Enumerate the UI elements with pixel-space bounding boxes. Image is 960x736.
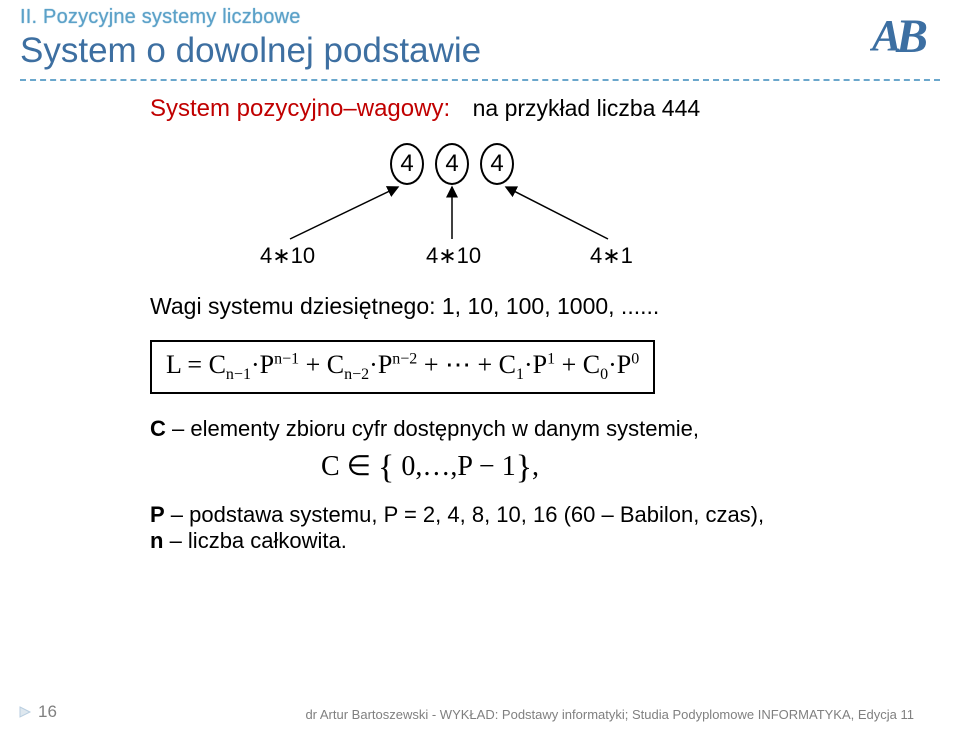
footer: 16 dr Artur Bartoszewski - WYKŁAD: Podst… [0,700,960,722]
term: 4∗10 [260,243,315,269]
section-label: II. Pozycyjne systemy liczbowe [20,6,940,29]
term: 4∗10 [426,243,481,269]
n-text: – liczba całkowita. [163,528,346,553]
logo: A B [870,6,936,67]
n-definition: n – liczba całkowita. [150,528,940,554]
slide: A B II. Pozycyjne systemy liczbowe Syste… [0,0,960,736]
c-symbol: C [150,416,166,441]
page-marker: 16 [18,702,57,722]
svg-text:B: B [895,10,928,62]
term: 4∗1 [590,243,633,269]
p-text: – podstawa systemu, P = 2, 4, 8, 10, 16 … [165,502,764,527]
footer-text: dr Artur Bartoszewski - WYKŁAD: Podstawy… [305,707,914,722]
heading-line: System pozycyjno–wagowy: na przykład lic… [150,95,940,123]
formula: L = Cn−1·Pn−1 + Cn−2·Pn−2 + ⋯ + C1·P1 + … [166,350,639,379]
divider [20,79,940,81]
set-membership: C ∈ { 0,…,P − 1}, [190,446,670,484]
formula-box: L = Cn−1·Pn−1 + Cn−2·Pn−2 + ⋯ + C1·P1 + … [150,340,655,394]
content-area: System pozycyjno–wagowy: na przykład lic… [150,95,940,554]
heading-example: na przykład liczba 444 [473,95,701,121]
c-text: – elementy zbioru cyfr dostępnych w dany… [166,416,699,441]
page-title: System o dowolnej podstawie [20,31,940,71]
p-symbol: P [150,502,165,527]
c-definition: C – elementy zbioru cyfr dostępnych w da… [150,416,940,442]
weights-text: Wagi systemu dziesiętnego: 1, 10, 100, 1… [150,293,940,320]
heading-red: System pozycyjno–wagowy: [150,95,450,122]
n-symbol: n [150,528,163,553]
p-definition: P – podstawa systemu, P = 2, 4, 8, 10, 1… [150,502,940,528]
triangle-icon [18,705,32,719]
digit-diagram: 4 4 4 4∗10 4∗10 4∗1 [190,143,940,283]
page-number: 16 [38,702,57,722]
